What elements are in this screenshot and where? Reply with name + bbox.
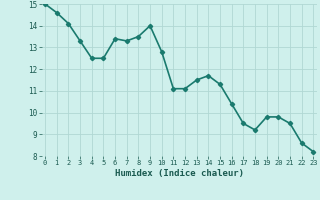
- X-axis label: Humidex (Indice chaleur): Humidex (Indice chaleur): [115, 169, 244, 178]
